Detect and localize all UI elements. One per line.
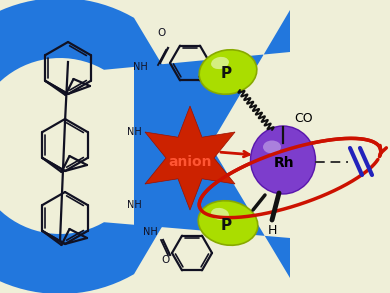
- Text: P: P: [220, 217, 232, 233]
- Ellipse shape: [211, 208, 229, 220]
- Text: anion: anion: [168, 155, 212, 169]
- Text: NH: NH: [143, 227, 158, 237]
- Text: O: O: [161, 255, 169, 265]
- Ellipse shape: [199, 50, 257, 94]
- Text: CO: CO: [294, 112, 313, 125]
- Ellipse shape: [198, 201, 258, 245]
- Text: NH: NH: [133, 62, 148, 72]
- Text: Rh: Rh: [274, 156, 294, 170]
- Polygon shape: [0, 0, 290, 293]
- Text: O: O: [158, 28, 166, 38]
- Polygon shape: [145, 106, 235, 210]
- Text: NH: NH: [127, 200, 142, 210]
- Text: P: P: [220, 67, 232, 81]
- Ellipse shape: [263, 141, 281, 154]
- Text: NH: NH: [127, 127, 142, 137]
- Ellipse shape: [250, 126, 316, 194]
- Text: H: H: [267, 224, 277, 237]
- Ellipse shape: [211, 57, 229, 69]
